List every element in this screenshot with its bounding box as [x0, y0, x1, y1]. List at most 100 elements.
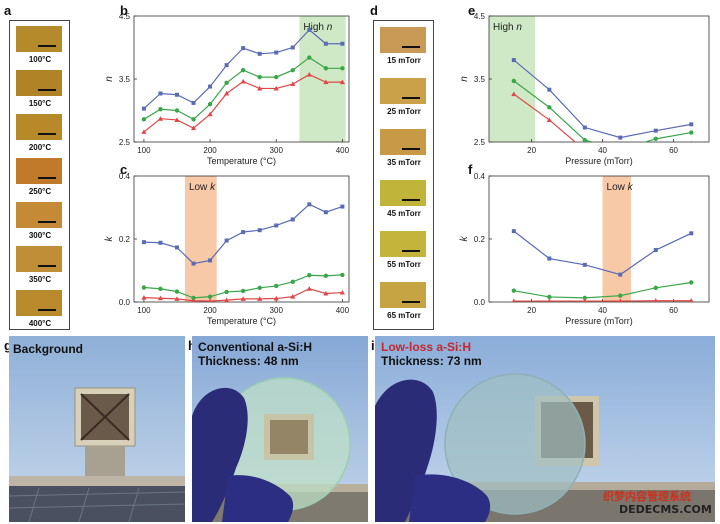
band-low-k — [602, 176, 631, 302]
data-point-blue — [547, 256, 552, 261]
data-point-red — [546, 117, 552, 122]
data-point-red — [511, 91, 517, 97]
data-point-blue — [158, 240, 163, 245]
data-point-red — [240, 296, 246, 301]
series-line-red — [513, 93, 577, 142]
data-point-red — [306, 286, 312, 291]
x-axis-label: Pressure (mTorr) — [565, 316, 633, 326]
data-point-red — [207, 111, 213, 117]
photo-conventional-thickness: Thickness: 48 nm — [198, 354, 299, 368]
x-tick-label: 100 — [137, 306, 151, 315]
data-point-green — [653, 136, 658, 142]
data-point-green — [511, 288, 517, 293]
scale-bar — [402, 250, 420, 252]
x-tick-label: 100 — [137, 146, 151, 155]
data-point-green — [174, 289, 180, 294]
x-tick-label: 60 — [669, 306, 678, 315]
panel-label-f: f — [468, 162, 473, 177]
data-point-green — [340, 66, 345, 71]
chart-e-refractive-index-vs-pressure: High n 20 40 60 2.5 3.5 4.5 Pressure (mTorr) n — [459, 12, 710, 166]
chart-f-extinction-vs-pressure: Low k 20 40 60 0.0 0.2 0.4 Pressure (mTorr) k — [459, 172, 710, 326]
watermark-url: DEDECMS.COM — [619, 503, 712, 516]
data-point-red — [208, 298, 213, 302]
photo-background: Background — [9, 336, 185, 522]
data-point-green — [290, 67, 295, 73]
data-point-blue — [582, 262, 587, 267]
series-line-green — [143, 274, 343, 299]
data-point-blue — [340, 41, 345, 46]
x-tick-label: 300 — [270, 306, 284, 315]
scale-bar — [38, 89, 56, 91]
pressure-swatch — [380, 78, 426, 104]
chart-b-refractive-index-vs-temperature: High n 100 200 300 400 2.5 3.5 4.5 Temperature (… — [104, 12, 350, 166]
data-point-blue — [208, 258, 213, 263]
panel-label-i: i — [371, 338, 375, 353]
band-high-n — [489, 16, 536, 142]
data-point-green — [240, 288, 246, 294]
data-point-blue — [224, 63, 229, 68]
data-point-red — [240, 78, 246, 84]
data-point-green — [191, 295, 196, 301]
y-tick-label: 0.4 — [119, 172, 131, 181]
panel-label-b: b — [120, 3, 128, 18]
data-point-red — [174, 296, 180, 301]
data-point-red — [323, 290, 329, 296]
data-point-green — [618, 293, 623, 298]
data-point-blue — [208, 84, 213, 89]
data-point-red — [141, 294, 147, 300]
data-point-blue — [257, 228, 262, 233]
photo-background-image — [9, 336, 185, 522]
data-point-red — [582, 148, 587, 153]
scale-bar — [402, 199, 420, 201]
data-point-blue — [307, 27, 312, 32]
data-point-blue — [191, 100, 196, 105]
panel-label-a: a — [4, 3, 12, 18]
series-line-blue — [513, 230, 692, 276]
data-point-blue — [340, 204, 345, 209]
data-point-green — [158, 286, 163, 291]
data-point-red — [689, 298, 694, 302]
data-point-green — [274, 283, 279, 289]
data-point-blue — [323, 41, 328, 46]
x-tick-label: 200 — [203, 306, 217, 315]
x-tick-label: 40 — [598, 306, 607, 315]
scale-bar — [38, 309, 56, 311]
data-point-red — [690, 140, 693, 142]
data-point-green — [511, 78, 517, 84]
data-point-red — [339, 289, 345, 295]
data-point-red — [257, 85, 263, 91]
band-high-n — [299, 16, 346, 142]
y-tick-label: 2.5 — [119, 138, 131, 147]
data-point-red — [306, 71, 312, 77]
pressure-swatch — [380, 180, 426, 206]
data-point-green — [224, 289, 229, 295]
data-point-green — [307, 55, 312, 60]
panel-label-h: h — [188, 338, 196, 353]
temperature-swatch — [16, 26, 62, 52]
axes-frame — [488, 175, 710, 303]
data-point-green — [547, 294, 552, 300]
data-point-green — [240, 67, 246, 73]
scale-bar — [402, 46, 420, 48]
data-point-red — [653, 298, 658, 302]
data-point-blue — [175, 245, 179, 250]
pressure-swatch-label: 35 mTorr — [387, 158, 421, 167]
scale-bar — [402, 148, 420, 150]
temperature-swatch-label: 300°C — [28, 231, 52, 240]
y-tick-label: 0.2 — [474, 235, 486, 244]
data-point-green — [323, 66, 329, 71]
scale-bar — [38, 133, 56, 135]
pressure-swatch-label: 15 mTorr — [387, 56, 421, 65]
temperature-swatch — [16, 246, 62, 272]
y-axis-label: k — [104, 236, 115, 242]
data-point-red — [224, 90, 230, 96]
axes-frame — [133, 175, 350, 303]
pressure-swatch-label: 55 mTorr — [387, 260, 421, 269]
y-axis-label: n — [104, 76, 115, 82]
data-point-blue — [511, 229, 516, 234]
pressure-swatch-label: 65 mTorr — [387, 311, 421, 320]
data-point-blue — [618, 135, 623, 140]
data-point-red — [257, 296, 263, 301]
x-axis-label: Pressure (mTorr) — [565, 156, 633, 166]
temperature-swatch-label: 250°C — [28, 187, 52, 196]
